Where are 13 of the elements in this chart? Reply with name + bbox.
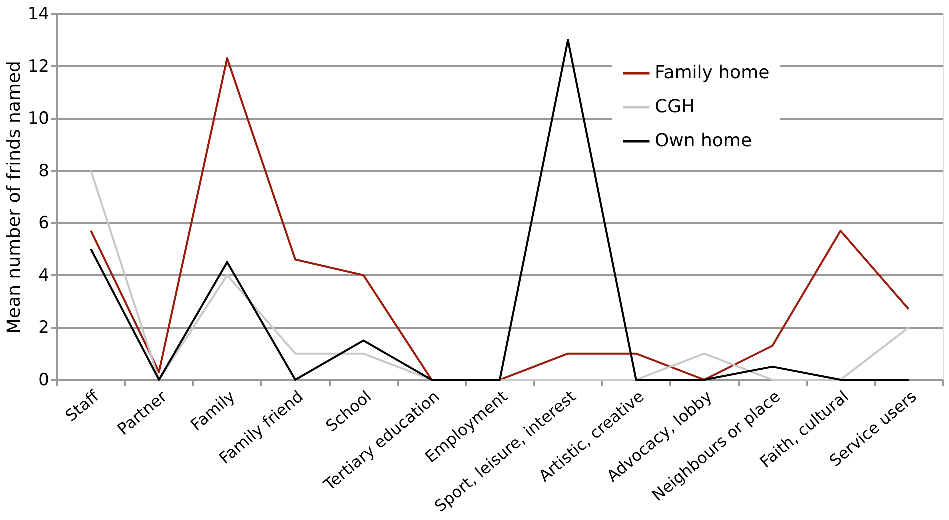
y-axis-title: Mean number of frinds named: [4, 61, 25, 334]
y-tick-label: 4: [38, 266, 50, 286]
legend-label: Family home: [655, 62, 770, 84]
y-tick-label: 8: [38, 161, 50, 182]
y-tick-label: 12: [28, 56, 50, 77]
line-series: [90, 170, 910, 381]
legend-label: CGH: [655, 96, 696, 118]
y-tick-label: 0: [38, 370, 50, 390]
y-tick-label: 2: [38, 318, 50, 338]
y-tick-label: 10: [28, 109, 50, 130]
legend-label: Own home: [655, 130, 752, 152]
y-tick-label: 14: [28, 4, 50, 24]
y-tick-label: 6: [38, 214, 50, 234]
